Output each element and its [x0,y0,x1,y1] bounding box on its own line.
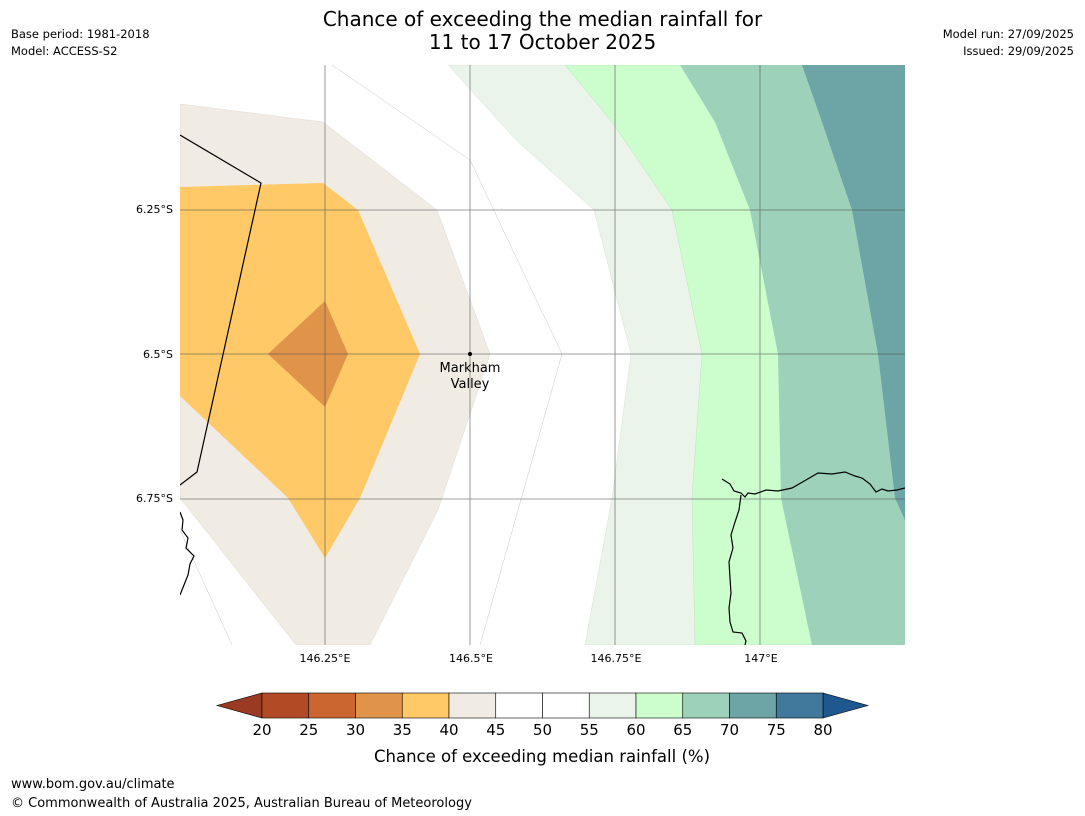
map-title-line1: Chance of exceeding the median rainfall … [322,7,763,31]
colorbar-tick-label: 50 [533,721,552,739]
contour-line-50 [180,529,233,645]
colorbar-tick-label: 40 [439,721,458,739]
colorbar-tick-label: 70 [720,721,739,739]
model-text: Model: ACCESS-S2 [11,44,118,58]
colorbar-tick-label: 65 [673,721,692,739]
colorbar-segment [775,692,824,719]
footer: www.bom.gov.au/climate © Commonwealth of… [11,775,472,813]
issued-text: Issued: 29/09/2025 [963,44,1074,58]
colorbar-tick-label: 45 [486,721,505,739]
colorbar: 20 25 30 35 40 45 50 55 60 65 70 75 80 [215,692,870,739]
place-label-line1: Markham [440,361,501,376]
colorbar-under-arrow [215,692,263,719]
colorbar-title: Chance of exceeding median rainfall (%) [374,747,710,766]
province-boundary [180,134,262,486]
footer-url: www.bom.gov.au/climate [11,777,175,792]
coastline-west [180,511,195,596]
colorbar-segment [542,692,590,719]
colorbar-segment [355,692,403,719]
colorbar-tick-label: 20 [252,721,271,739]
colorbar-tick-label: 35 [393,721,412,739]
colorbar-segment [635,692,684,719]
lat-tick-label: 6.25°S [136,203,173,216]
metadata-right: Model run: 27/09/2025 Issued: 29/09/2025 [943,26,1074,60]
colorbar-segment [401,692,450,719]
contour-line-45 [331,65,563,645]
colorbar-over-arrow [822,692,870,719]
lon-tick-label: 147°E [744,652,777,665]
colorbar-tick-label: 75 [767,721,786,739]
colorbar-segment [682,692,730,719]
colorbar-segment [588,692,637,719]
colorbar-tick-label: 30 [346,721,365,739]
longitude-ticks: 146.25°E 146.5°E 146.75°E 147°E [300,652,778,665]
contour-70-75 [802,65,905,520]
colorbar-tick-label: 55 [580,721,599,739]
base-period-text: Base period: 1981-2018 [11,27,150,41]
lat-tick-label: 6.75°S [136,492,173,505]
metadata-left: Base period: 1981-2018 Model: ACCESS-S2 [11,26,150,60]
map-area: Markham Valley [180,65,905,645]
colorbar-segment [261,692,310,719]
colorbar-segment [729,692,777,719]
footer-copyright: © Commonwealth of Australia 2025, Austra… [11,796,472,811]
map-title-line2: 11 to 17 October 2025 [428,30,657,54]
model-run-text: Model run: 27/09/2025 [942,27,1074,41]
river [728,494,747,645]
colorbar-segment [448,692,497,719]
markham-valley-marker [468,352,472,356]
lon-tick-label: 146.25°E [300,652,351,665]
colorbar-segment [308,692,356,719]
colorbar-tick-label: 60 [626,721,645,739]
colorbar-segment [495,692,543,719]
colorbar-tick-label: 25 [299,721,318,739]
lon-tick-label: 146.75°E [591,652,642,665]
place-label-line2: Valley [451,377,490,392]
latitude-ticks: 6.25°S 6.5°S 6.75°S [136,203,173,505]
coastline-east [721,471,905,498]
map-title: Chance of exceeding the median rainfall … [0,8,1085,54]
lon-tick-label: 146.5°E [449,652,493,665]
lat-tick-label: 6.5°S [143,348,173,361]
colorbar-tick-label: 80 [813,721,832,739]
